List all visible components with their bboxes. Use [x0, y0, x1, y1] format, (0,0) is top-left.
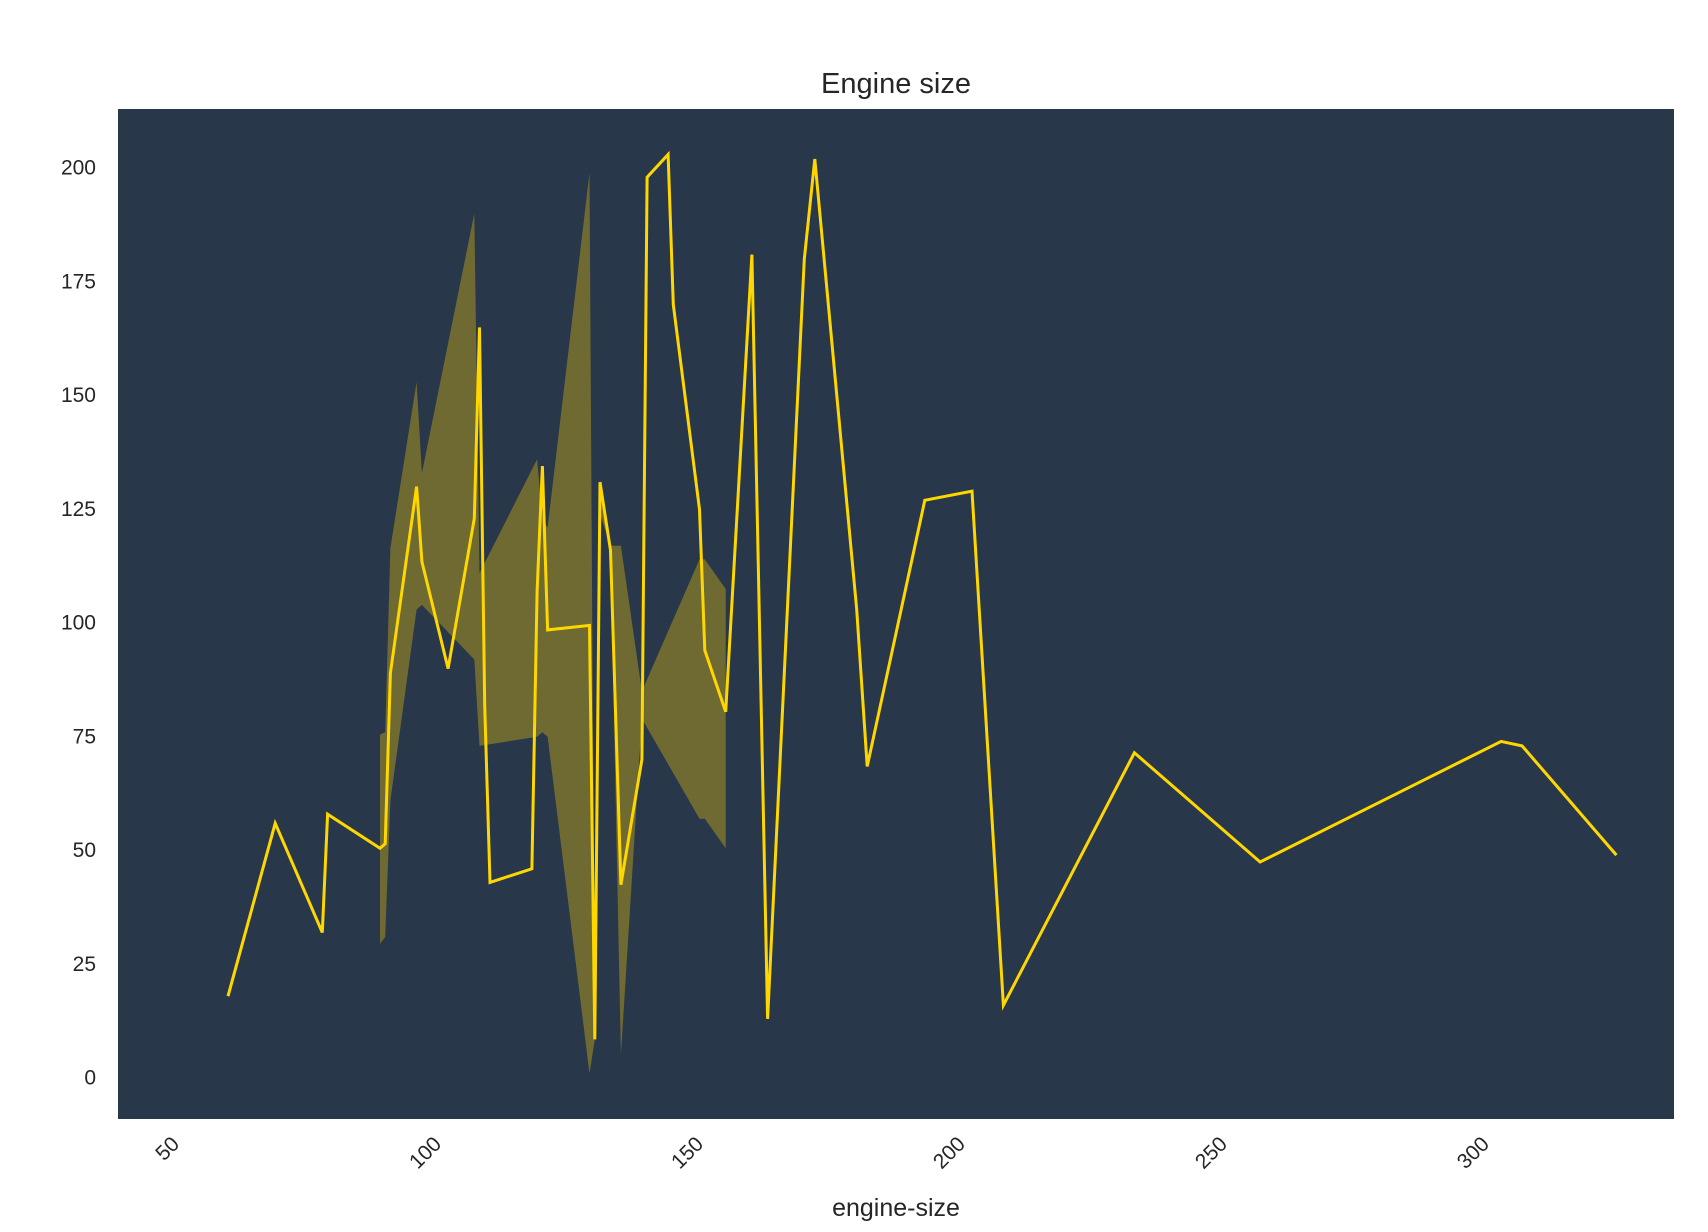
confidence-band-layer — [380, 172, 726, 1074]
series-line-layer — [226, 150, 1618, 1040]
x-axis-title: engine-size — [832, 1194, 960, 1222]
y-tick-label: 100 — [61, 612, 96, 635]
y-tick-label: 50 — [73, 839, 96, 862]
plot-area — [118, 109, 1674, 1119]
x-tick-label: 200 — [929, 1132, 970, 1173]
x-tick-label: 100 — [405, 1132, 446, 1173]
y-tick-label: 25 — [73, 953, 96, 976]
y-tick-label: 150 — [61, 384, 96, 407]
chart-title: Engine size — [821, 68, 971, 100]
x-tick-label: 250 — [1191, 1132, 1232, 1173]
y-tick-labels: 0 25 50 75 100 125 150 175 200 — [61, 157, 96, 1090]
y-tick-label: 125 — [61, 498, 96, 521]
x-tick-labels: 50 100 150 200 250 300 — [151, 1132, 1494, 1173]
y-tick-label: 0 — [84, 1067, 96, 1090]
confidence-band — [380, 172, 726, 1074]
y-tick-label: 200 — [61, 157, 96, 180]
x-tick-label: 50 — [151, 1132, 184, 1165]
x-tick-label: 300 — [1453, 1132, 1494, 1173]
y-tick-label: 175 — [61, 270, 96, 293]
series-line-0 — [226, 150, 1618, 1040]
x-tick-label: 150 — [667, 1132, 708, 1173]
y-tick-label: 75 — [73, 725, 96, 748]
